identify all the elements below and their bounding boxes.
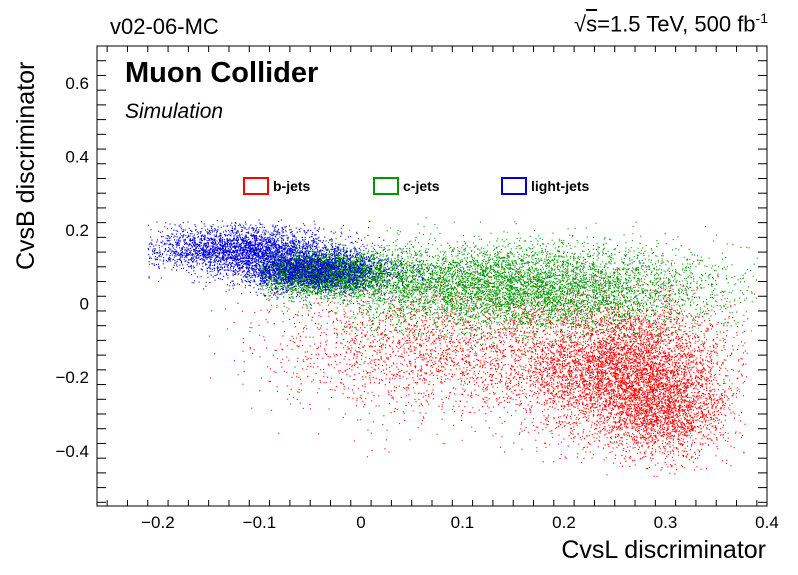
legend-item-c-jets: c-jets xyxy=(373,175,440,197)
x-tick-label: 0 xyxy=(356,513,365,532)
experiment-title: Muon Collider xyxy=(125,57,319,89)
legend-swatch-c-jets xyxy=(373,177,399,195)
legend-label-c-jets: c-jets xyxy=(403,178,440,194)
y-tick-label: 0.4 xyxy=(65,147,89,166)
energy-sqrt-s: s xyxy=(586,11,598,37)
x-tick-label: 0.1 xyxy=(451,513,475,532)
series-b-jets xyxy=(208,260,748,477)
version-label: v02-06-MC xyxy=(110,14,219,39)
energy-text: =1.5 TeV, 500 fb xyxy=(597,11,756,37)
x-tick-label: −0.1 xyxy=(243,513,277,532)
points-light-jets xyxy=(147,219,450,305)
legend-item-light-jets: light-jets xyxy=(501,175,589,197)
energy-label: √s=1.5 TeV, 500 fb-1 xyxy=(574,10,768,37)
x-tick-label: 0.3 xyxy=(654,513,678,532)
points-c-jets xyxy=(259,217,758,348)
x-axis-title: CvsL discriminator xyxy=(561,536,766,564)
legend-label-light-jets: light-jets xyxy=(531,178,590,194)
legend-label-b-jets: b-jets xyxy=(273,178,311,194)
legend-item-b-jets: b-jets xyxy=(243,175,310,197)
y-tick-label: −0.4 xyxy=(55,442,89,461)
x-tick-label: 0.4 xyxy=(755,513,779,532)
x-tick-label: −0.2 xyxy=(141,513,175,532)
legend-swatch-b-jets xyxy=(243,177,269,195)
series-c-jets xyxy=(259,217,758,348)
y-tick-label: 0.2 xyxy=(65,221,89,240)
legend-swatch-light-jets xyxy=(501,177,527,195)
y-axis-title: CvsB discriminator xyxy=(12,61,40,270)
energy-superscript: -1 xyxy=(755,10,768,26)
y-tick-label: 0 xyxy=(80,295,89,314)
y-tick-label: 0.6 xyxy=(65,74,89,93)
x-tick-label: 0.2 xyxy=(552,513,576,532)
points-b-jets xyxy=(208,260,748,477)
simulation-label: Simulation xyxy=(125,100,224,123)
y-tick-label: −0.2 xyxy=(55,368,89,387)
series-light-jets xyxy=(147,219,450,305)
